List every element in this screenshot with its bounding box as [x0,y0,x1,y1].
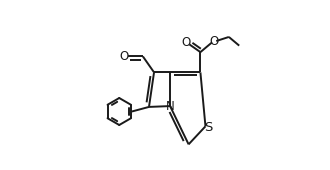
Text: O: O [182,36,191,49]
Text: O: O [119,50,129,63]
Text: O: O [210,35,219,48]
Text: N: N [166,100,175,113]
Text: S: S [204,121,213,134]
